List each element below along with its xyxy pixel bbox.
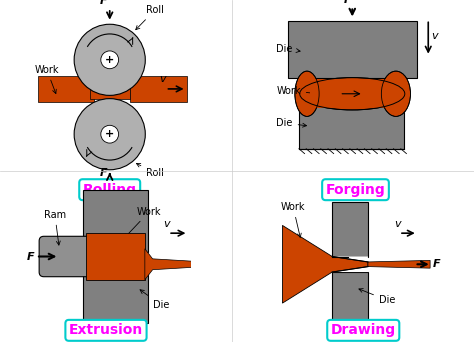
Text: F: F (100, 168, 108, 178)
Circle shape (74, 24, 146, 95)
Text: v: v (394, 219, 401, 228)
Text: Work: Work (35, 65, 59, 93)
Text: Die: Die (276, 118, 307, 128)
Text: Die: Die (359, 289, 395, 305)
Circle shape (101, 51, 118, 69)
FancyBboxPatch shape (130, 76, 186, 102)
Text: F: F (27, 251, 35, 262)
Text: +: + (105, 129, 114, 139)
FancyBboxPatch shape (299, 104, 404, 149)
Ellipse shape (295, 71, 319, 116)
Text: Work: Work (276, 86, 316, 96)
Text: Extrusion: Extrusion (69, 323, 143, 337)
FancyBboxPatch shape (288, 21, 417, 78)
Text: Die: Die (276, 44, 300, 54)
Polygon shape (332, 267, 368, 272)
Text: v: v (164, 219, 170, 228)
Polygon shape (368, 260, 430, 268)
Text: +: + (105, 55, 114, 65)
Text: Rolling: Rolling (83, 183, 137, 197)
Text: F: F (100, 0, 108, 6)
FancyBboxPatch shape (38, 76, 94, 102)
FancyBboxPatch shape (82, 190, 148, 252)
Polygon shape (283, 225, 368, 303)
Ellipse shape (300, 78, 405, 110)
Text: Work: Work (124, 207, 162, 238)
Text: F: F (432, 259, 440, 269)
FancyBboxPatch shape (39, 236, 98, 277)
Circle shape (101, 125, 118, 143)
FancyBboxPatch shape (82, 264, 148, 323)
FancyBboxPatch shape (86, 233, 145, 280)
Text: Roll: Roll (137, 163, 164, 178)
Polygon shape (332, 202, 368, 256)
Text: Die: Die (140, 290, 169, 310)
Text: Ram: Ram (44, 210, 66, 245)
Polygon shape (145, 249, 191, 280)
FancyBboxPatch shape (310, 79, 399, 108)
Text: F: F (344, 0, 351, 5)
Text: Forging: Forging (326, 183, 385, 197)
Text: Drawing: Drawing (331, 323, 396, 337)
Text: Work: Work (281, 202, 305, 237)
Polygon shape (332, 256, 368, 262)
Polygon shape (332, 272, 368, 327)
Ellipse shape (382, 71, 410, 116)
Text: v: v (431, 30, 438, 41)
Text: v: v (159, 74, 165, 84)
FancyBboxPatch shape (90, 79, 130, 98)
Text: Roll: Roll (136, 5, 164, 30)
Circle shape (74, 98, 146, 170)
